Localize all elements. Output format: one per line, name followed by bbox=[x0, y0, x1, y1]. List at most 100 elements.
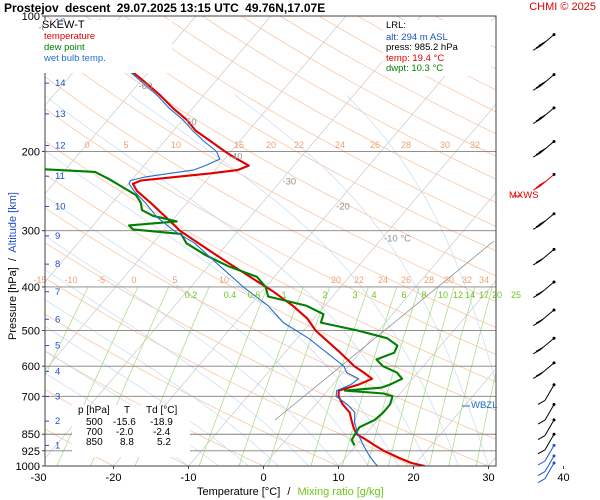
lrl-dewpoint: dwpt: 10.3 °C bbox=[386, 63, 444, 74]
isotherm-label: -30 bbox=[282, 176, 296, 187]
mixing-ratio-line bbox=[448, 286, 493, 466]
table-header-p: p [hPa] bbox=[78, 405, 110, 416]
mixing-ratio-label: 0.6 bbox=[248, 290, 261, 300]
adiabat-label: 26 bbox=[401, 275, 411, 285]
moist-adiabat-line bbox=[45, 325, 249, 466]
plot-frame bbox=[44, 15, 497, 467]
isotherm-line bbox=[45, 16, 422, 459]
wind-barb-feather bbox=[535, 83, 544, 89]
adiabat-label: 22 bbox=[294, 140, 304, 150]
credit-text: CHMI © 2025 bbox=[529, 1, 596, 13]
adiabat-label: 24 bbox=[335, 140, 345, 150]
isotherm-line bbox=[45, 16, 122, 107]
wind-barb-feather bbox=[538, 114, 546, 120]
temperature-tick-label: 20 bbox=[407, 472, 419, 484]
wind-barb-shaft bbox=[544, 455, 555, 472]
mixing-ratio-label: 14 bbox=[465, 290, 475, 300]
dry-adiabat-line bbox=[85, 16, 496, 252]
adiabat-label: 26 bbox=[370, 140, 380, 150]
adiabat-label: -5 bbox=[97, 275, 105, 285]
dry-adiabat-line bbox=[45, 44, 496, 302]
dry-adiabat-line bbox=[45, 76, 496, 329]
temperature-tick-label: 30 bbox=[482, 472, 494, 484]
table-cell-t: -15.6 bbox=[113, 417, 136, 428]
mxws-label: MXWS bbox=[509, 190, 539, 201]
wind-barb-feather bbox=[532, 85, 541, 91]
y-axis-label: Pressure [hPa] / Altitude [km] bbox=[7, 161, 19, 371]
table-cell-p: 700 bbox=[86, 427, 103, 438]
temperature-tick-label: 0 bbox=[260, 472, 266, 484]
altitude-tick-label: 14 bbox=[55, 78, 66, 89]
x-axis-label-sep: / bbox=[287, 486, 291, 498]
x-axis-label: Temperature [°C] / Mixing ratio [g/kg] bbox=[197, 486, 384, 498]
wind-barb-feather bbox=[535, 183, 544, 189]
table-cell-td: -2.4 bbox=[153, 427, 171, 438]
isotherm-line bbox=[45, 16, 272, 283]
altitude-tick-label: 3 bbox=[55, 392, 60, 403]
adiabat-label: 5 bbox=[123, 140, 128, 150]
wind-barb-feather bbox=[537, 449, 546, 455]
wind-barb-feather bbox=[538, 41, 546, 47]
dry-adiabat-line bbox=[45, 108, 496, 355]
adiabat-label: 32 bbox=[462, 275, 472, 285]
isotherm-line bbox=[113, 16, 496, 466]
y-axis-label-sep: / bbox=[7, 258, 19, 262]
series-line-wet-bulb-temp bbox=[96, 19, 378, 466]
wind-barb-feather bbox=[535, 150, 544, 156]
legend-dew-point: dew point bbox=[44, 42, 85, 53]
adiabat-label: 24 bbox=[378, 275, 388, 285]
dry-adiabat-line bbox=[318, 16, 496, 113]
dry-adiabat-line bbox=[45, 173, 496, 411]
table-cell-p: 500 bbox=[86, 417, 103, 428]
station-name: Prostejov bbox=[4, 1, 59, 15]
levels-table: p [hPa] T Td [°C] 500 -15.6 -18.9 700 -2… bbox=[72, 405, 190, 457]
isotherm-line bbox=[188, 103, 496, 466]
isotherm-line bbox=[564, 16, 600, 466]
table-cell-t: -2.0 bbox=[116, 427, 134, 438]
table-cell-td: 5.2 bbox=[157, 437, 171, 448]
adiabat-label: 10 bbox=[219, 275, 229, 285]
isotherm-label: -10 °C bbox=[384, 233, 411, 244]
dry-adiabat-line bbox=[45, 207, 496, 440]
wind-barb-feather bbox=[535, 347, 544, 352]
mixing-ratio-label: 4 bbox=[371, 290, 376, 300]
table-cell-td: -18.9 bbox=[150, 417, 173, 428]
wind-barb-feather bbox=[538, 147, 546, 153]
wind-barb-shaft bbox=[544, 419, 555, 436]
mixing-ratio-label: 12 bbox=[453, 290, 463, 300]
pressure-tick-label: 100 bbox=[22, 11, 40, 23]
table-row: 700 -2.0 -2.4 bbox=[72, 427, 190, 438]
wind-barb-feather bbox=[535, 43, 544, 49]
mixing-ratio-label: 1 bbox=[281, 290, 286, 300]
wind-barb-feather bbox=[532, 374, 541, 379]
wbzl-label: WBZL bbox=[471, 400, 498, 411]
altitude-tick-label: 12 bbox=[55, 141, 66, 152]
adiabat-label: -10 bbox=[64, 275, 77, 285]
mixing-ratio-line bbox=[387, 286, 439, 466]
station-coords: 49.76N,17.07E bbox=[245, 1, 326, 15]
pressure-tick-label: 400 bbox=[22, 282, 40, 294]
mixing-ratio-label: 17 bbox=[479, 290, 489, 300]
wind-barb-feather bbox=[535, 222, 544, 228]
adiabat-label: 30 bbox=[444, 275, 454, 285]
table-header-td: Td [°C] bbox=[146, 405, 178, 416]
isotherm-line bbox=[413, 368, 496, 466]
wind-barb-feather bbox=[532, 185, 541, 191]
adiabat-label: 5 bbox=[172, 275, 177, 285]
altitude-tick-label: 11 bbox=[55, 171, 65, 182]
moist-adiabat-line bbox=[45, 196, 369, 466]
flight-phase: descent bbox=[65, 1, 111, 15]
legend-wet-bulb: wet bulb temp. bbox=[44, 53, 106, 64]
wind-barb-feather bbox=[532, 45, 541, 51]
altitude-tick-label: 5 bbox=[55, 341, 60, 352]
legend-box: SKEW-T temperature dew point wet bulb te… bbox=[42, 20, 172, 73]
mixing-ratio-label: 8 bbox=[421, 290, 426, 300]
altitude-tick-label: 2 bbox=[55, 416, 60, 427]
sounding-datetime: 29.07.2025 13:15 UTC bbox=[116, 1, 239, 15]
mixing-ratio-label: 6 bbox=[401, 290, 406, 300]
dry-adiabat-line bbox=[435, 16, 496, 49]
lrl-temperature: temp: 19.4 °C bbox=[386, 52, 445, 64]
dry-adiabat-line bbox=[45, 313, 339, 466]
dry-adiabat-line bbox=[163, 16, 496, 203]
